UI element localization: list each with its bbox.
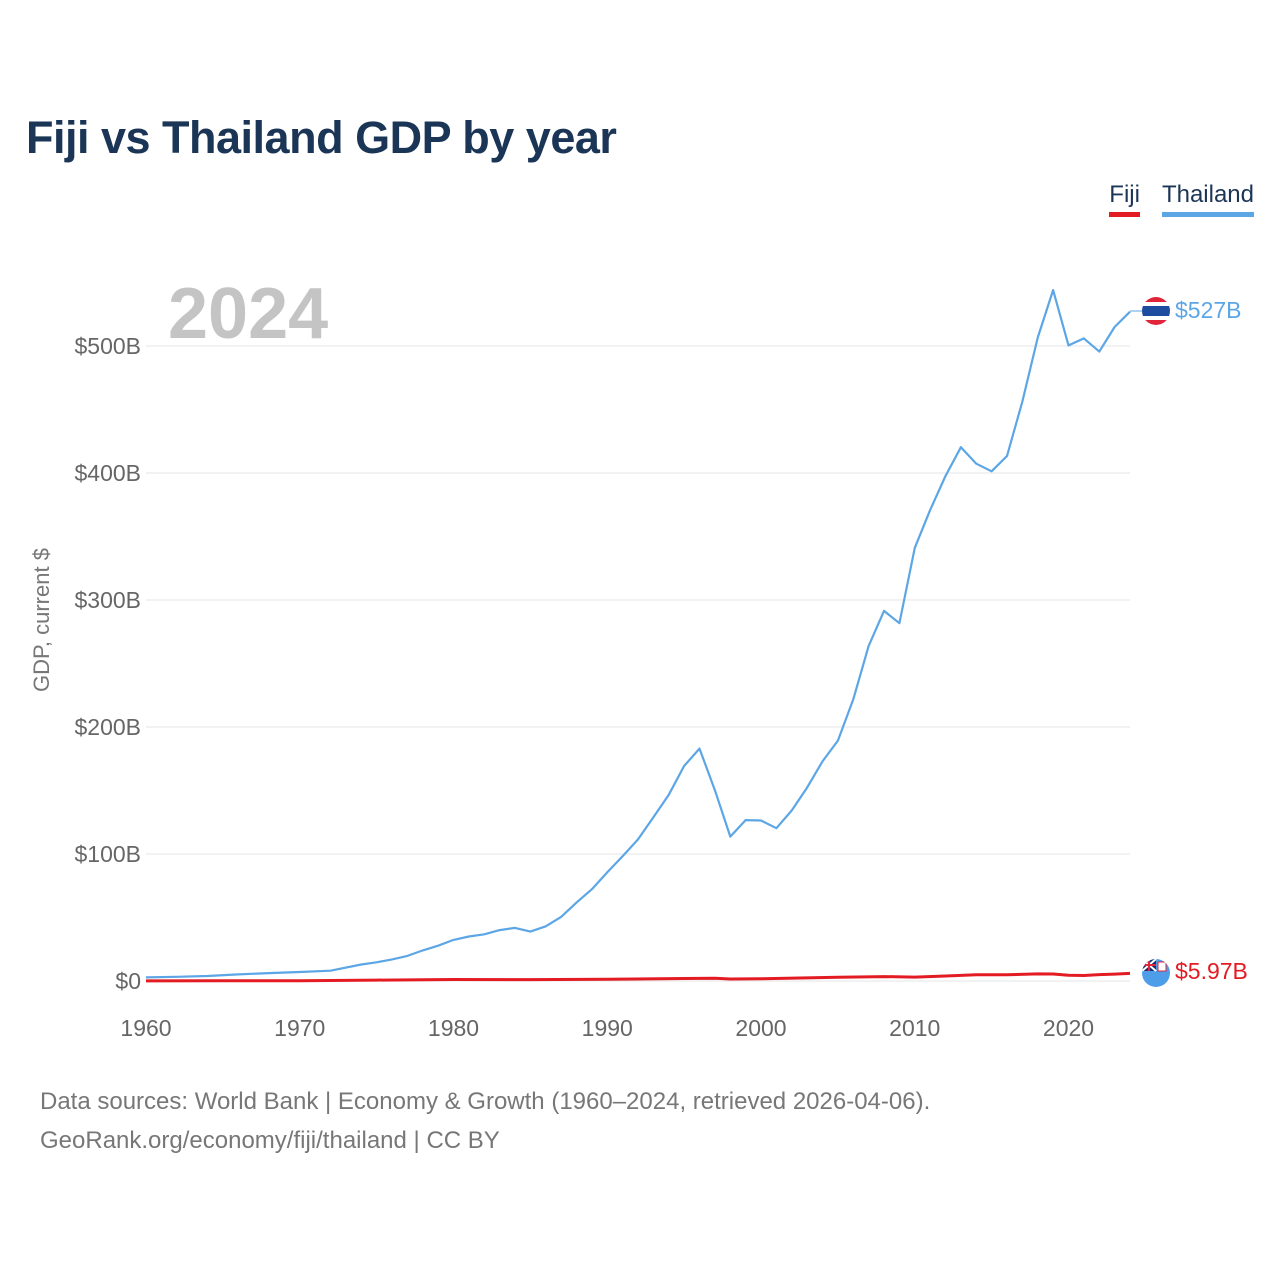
y-tick-label: $0 — [115, 968, 141, 994]
fiji-flag-icon — [1142, 959, 1170, 987]
thailand-end-marker: $527B — [1130, 297, 1242, 325]
x-tick-label: 1980 — [428, 1015, 479, 1041]
data-source-note: Data sources: World Bank | Economy & Gro… — [40, 1088, 931, 1115]
fiji-end-value: $5.97B — [1175, 958, 1248, 984]
series-line-thailand[interactable] — [145, 289, 1131, 979]
legend-item-thailand[interactable]: Thailand — [1161, 180, 1254, 217]
y-tick-label: $500B — [74, 333, 141, 359]
gridlines — [146, 345, 1130, 982]
thailand-end-value: $527B — [1175, 297, 1242, 323]
x-tick-label: 2010 — [889, 1015, 940, 1041]
gdp-line-chart: $0 $100B $200B $300B $400B $500B 1960 1970 1980… — [74, 274, 1248, 1041]
legend-item-fiji[interactable]: Fiji — [1109, 180, 1140, 217]
chart-title: Fiji vs Thailand GDP by year — [26, 112, 617, 163]
y-tick-labels: $0 $100B $200B $300B $400B $500B — [74, 333, 141, 994]
x-tick-label: 1970 — [274, 1015, 325, 1041]
series-line-fiji[interactable] — [145, 971, 1131, 983]
fiji-end-marker: $5.97B — [1142, 958, 1248, 987]
y-tick-label: $200B — [74, 714, 141, 740]
y-tick-label: $100B — [74, 841, 141, 867]
legend: Fiji Thailand — [1109, 180, 1254, 217]
attribution-link[interactable]: GeoRank.org/economy/fiji/thailand | CC B… — [40, 1127, 500, 1154]
thailand-flag-icon — [1142, 297, 1170, 325]
footer: Data sources: World Bank | Economy & Gro… — [40, 1082, 930, 1160]
x-tick-label: 2000 — [735, 1015, 786, 1041]
y-tick-label: $400B — [74, 460, 141, 486]
x-tick-labels: 1960 1970 1980 1990 2000 2010 2020 — [120, 1015, 1094, 1041]
x-tick-label: 2020 — [1043, 1015, 1094, 1041]
x-tick-label: 1990 — [582, 1015, 633, 1041]
x-tick-label: 1960 — [120, 1015, 171, 1041]
year-display: 2024 — [168, 274, 328, 354]
y-tick-label: $300B — [74, 587, 141, 613]
series-lines — [145, 289, 1131, 983]
